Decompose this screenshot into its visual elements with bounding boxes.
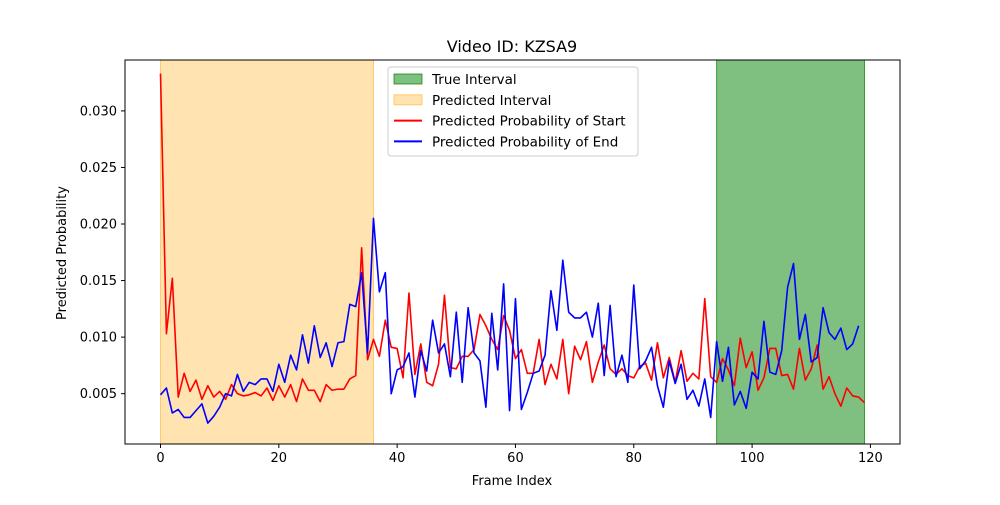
legend: True Interval Predicted Interval Predicted… xyxy=(387,66,639,157)
x-axis-label: Frame Index xyxy=(472,474,553,489)
plot-frame xyxy=(124,59,901,445)
y-tick-label: 0.015 xyxy=(80,274,117,289)
y-tick-label: 0.020 xyxy=(80,218,117,233)
x-tick-label: 60 xyxy=(507,451,524,466)
y-axis-label: Predicted Probability xyxy=(55,186,70,320)
chart-title: Video ID: KZSA9 xyxy=(447,37,577,56)
legend-swatch xyxy=(393,94,423,106)
interval-band-1 xyxy=(716,60,865,444)
y-tick-label: 0.030 xyxy=(80,104,117,119)
y-tick-label: 0.025 xyxy=(80,161,117,176)
series-line-1 xyxy=(159,217,860,424)
legend-box xyxy=(387,66,639,157)
series-layer xyxy=(159,73,866,424)
y-axis-ticks: 0.005 0.010 0.015 0.020 0.025 0.030 xyxy=(80,104,125,402)
x-axis-ticks: 0 20 40 60 80 100 120 xyxy=(156,444,883,466)
x-tick-label: 80 xyxy=(626,451,643,466)
legend-label: Predicted Probability of Start xyxy=(432,114,626,130)
y-tick-label: 0.005 xyxy=(80,387,117,402)
legend-label: Predicted Interval xyxy=(432,93,551,109)
x-tick-label: 100 xyxy=(740,451,765,466)
legend-label: True Interval xyxy=(431,72,517,88)
x-tick-label: 20 xyxy=(271,451,288,466)
x-tick-label: 40 xyxy=(389,451,406,466)
y-tick-label: 0.010 xyxy=(80,331,117,346)
legend-swatch xyxy=(393,73,423,85)
x-tick-label: 0 xyxy=(156,451,164,466)
x-tick-label: 120 xyxy=(858,451,883,466)
legend-label: Predicted Probability of End xyxy=(432,134,618,150)
